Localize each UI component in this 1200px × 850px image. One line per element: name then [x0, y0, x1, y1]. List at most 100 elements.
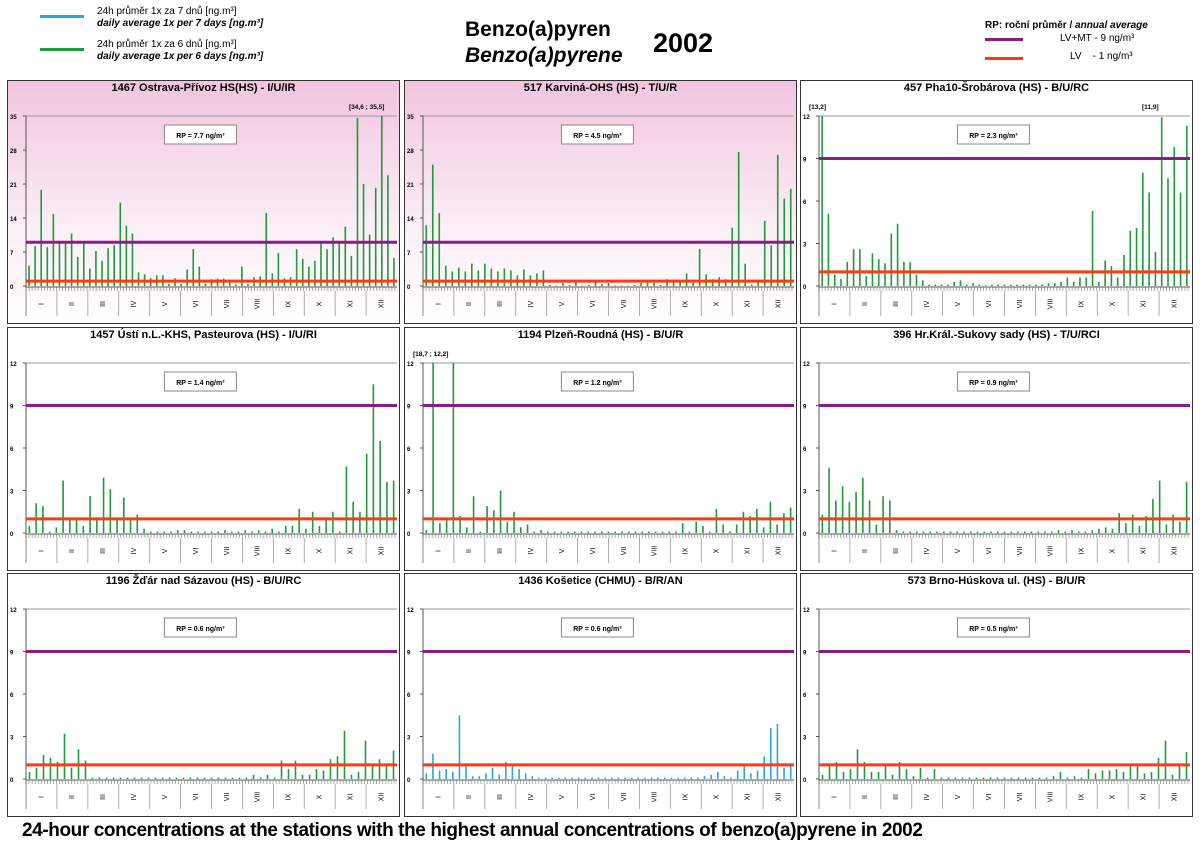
month-label: XII: [775, 547, 782, 556]
y-tick-label: 12: [407, 608, 414, 614]
month-label: III: [893, 794, 900, 800]
month-label: VIII: [255, 299, 262, 310]
legend-6days-cz: 24h průměr 1x za 6 dnů [ng.m³]: [97, 39, 237, 50]
legend-7days-en: daily average 1x per 7 days [ng.m³]: [97, 18, 264, 29]
y-tick-label: 35: [10, 115, 17, 121]
legend-lv-label: LV - 1 ng/m³: [1070, 51, 1133, 62]
month-label: V: [162, 794, 169, 799]
rp-box: [560, 124, 634, 145]
rp-box: [956, 124, 1030, 145]
y-tick-label: 0: [407, 532, 411, 538]
month-label: I: [831, 550, 838, 552]
y-tick-label: 12: [803, 115, 810, 121]
panel-title: 457 Pha10-Šrobárova (HS) - B/U/RC: [903, 82, 1090, 94]
rp-legend-header-cz: RP: roční průměr /: [985, 20, 1073, 31]
month-label: IX: [683, 793, 690, 800]
month-label: XI: [744, 301, 751, 308]
month-label: I: [38, 550, 45, 552]
panel-title: 1457 Ústí n.L.-KHS, Pasteurova (HS) - I/…: [90, 329, 317, 341]
month-label: X: [317, 548, 324, 553]
month-label: III: [497, 301, 504, 307]
month-label: I: [38, 303, 45, 305]
legend-7days: 24h průměr 1x za 7 dnů [ng.m³] daily ave…: [97, 6, 263, 30]
month-label: VI: [986, 301, 993, 308]
y-tick-label: 12: [407, 362, 414, 368]
clipped-value-annotation: [13,2]: [809, 104, 826, 111]
y-tick-label: 9: [407, 405, 411, 411]
legend-lvmt-label: LV+MT - 9 ng/m³: [1060, 33, 1135, 44]
y-tick-label: 0: [803, 532, 807, 538]
month-label: X: [317, 794, 324, 799]
y-tick-label: 12: [10, 608, 17, 614]
rp-box: [163, 124, 237, 145]
y-tick-label: 21: [10, 183, 17, 189]
month-label: IX: [683, 300, 690, 307]
month-label: IV: [924, 793, 931, 800]
rp-box: [956, 371, 1030, 392]
month-label: III: [497, 794, 504, 800]
month-label: III: [100, 548, 107, 554]
legend-line-lv: [985, 57, 1023, 60]
rp-label: RP = 2.3 ng/m³: [969, 133, 1018, 140]
month-label: II: [862, 795, 869, 799]
panel-title: 396 Hr.Král.-Sukovy sady (HS) - T/U/RCI: [893, 329, 1100, 341]
panel-title: 1196 Žďár nad Sázavou (HS) - B/U/RC: [105, 575, 302, 587]
month-label: XI: [1140, 301, 1147, 308]
month-label: IX: [286, 793, 293, 800]
month-label: VI: [986, 548, 993, 555]
y-tick-label: 6: [803, 447, 807, 453]
y-tick-label: 0: [407, 285, 411, 291]
chart-panel: 1436 Košetice (CHMU) - B/R/AN 0 3 6 9 12 RP = …: [404, 573, 797, 817]
month-label: III: [497, 548, 504, 554]
panel-title: 1194 Plzeň-Roudná (HS) - B/U/R: [517, 329, 684, 341]
y-tick-label: 9: [803, 651, 807, 657]
y-tick-label: 9: [803, 158, 807, 164]
y-tick-label: 0: [803, 285, 807, 291]
y-tick-label: 3: [803, 490, 807, 496]
month-label: VIII: [652, 299, 659, 310]
month-label: XII: [1171, 793, 1178, 802]
rp-box: [163, 371, 237, 392]
month-label: VIII: [652, 792, 659, 803]
month-label: IV: [131, 793, 138, 800]
month-label: I: [38, 796, 45, 798]
month-label: IV: [924, 547, 931, 554]
chart-panel: 573 Brno-Húskova ul. (HS) - B/U/R 0 3 6 9 12 R…: [800, 573, 1193, 817]
rp-label: RP = 1.2 ng/m³: [573, 380, 622, 387]
panel-title: 517 Karviná-OHS (HS) - T/U/R: [523, 82, 678, 94]
legend-6days: 24h průměr 1x za 6 dnů [ng.m³] daily ave…: [97, 39, 263, 63]
legend-6days-en: daily average 1x per 6 days [ng.m³]: [97, 51, 264, 62]
month-label: II: [862, 302, 869, 306]
month-label: XI: [744, 794, 751, 801]
month-label: XI: [1140, 794, 1147, 801]
rp-label: RP = 1.4 ng/m³: [176, 380, 225, 387]
title-en: Benzo(a)pyrene: [465, 44, 623, 67]
month-label: VII: [1017, 547, 1024, 556]
month-label: XII: [1171, 300, 1178, 309]
month-label: VIII: [652, 546, 659, 557]
month-label: I: [435, 550, 442, 552]
month-label: VII: [224, 793, 231, 802]
month-label: II: [69, 549, 76, 553]
month-label: IX: [1079, 793, 1086, 800]
month-label: X: [1110, 301, 1117, 306]
y-tick-label: 12: [803, 362, 810, 368]
month-label: I: [831, 303, 838, 305]
y-tick-label: 6: [407, 693, 411, 699]
rp-label: RP = 0.6 ng/m³: [176, 626, 225, 633]
rp-box: [560, 371, 634, 392]
panel-title: 1436 Košetice (CHMU) - B/R/AN: [518, 575, 683, 587]
month-label: III: [893, 548, 900, 554]
month-label: IV: [528, 547, 535, 554]
y-tick-label: 3: [803, 243, 807, 249]
chart-panel: 1457 Ústí n.L.-KHS, Pasteurova (HS) - I/…: [7, 327, 400, 571]
month-label: VI: [193, 794, 200, 801]
month-label: X: [317, 301, 324, 306]
month-label: VIII: [1048, 792, 1055, 803]
month-label: X: [1110, 548, 1117, 553]
